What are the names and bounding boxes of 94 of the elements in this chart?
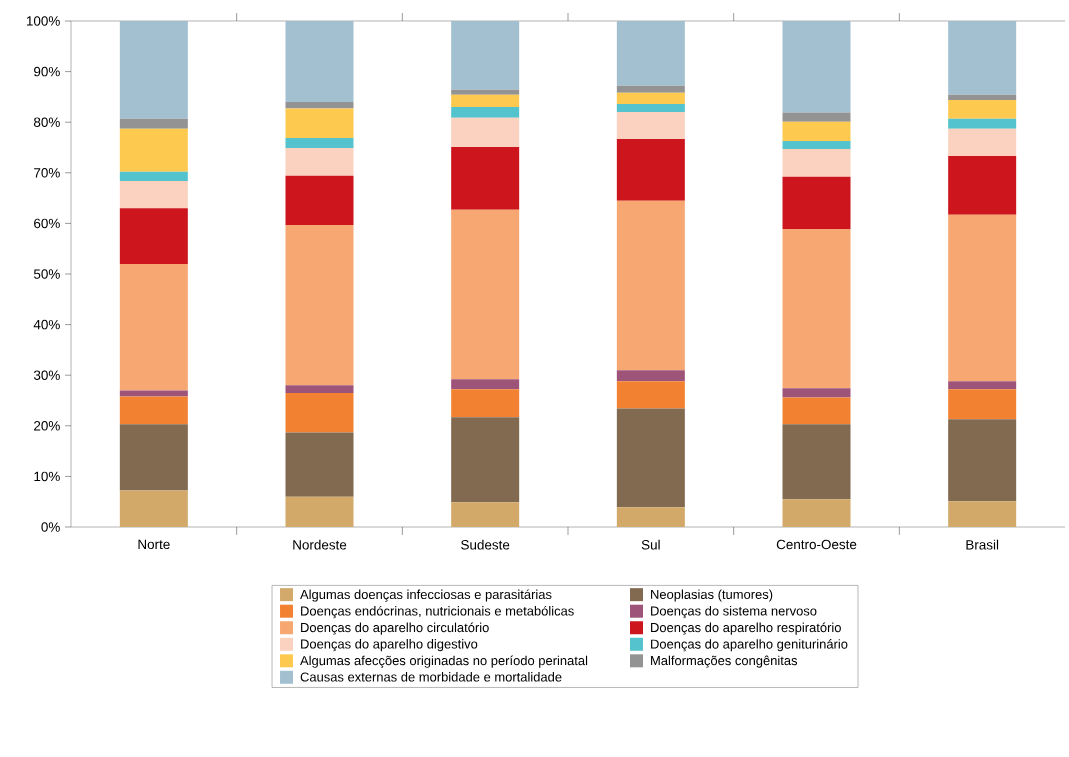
- bar: [616, 112, 685, 139]
- bar: [285, 148, 354, 176]
- bar: [782, 388, 851, 398]
- bar: [119, 390, 188, 397]
- bar: [119, 263, 188, 391]
- bar: [782, 20, 851, 113]
- bar: [119, 171, 188, 181]
- bar: [782, 228, 851, 389]
- bar: [948, 118, 1017, 129]
- y-tick-label: 0%: [41, 522, 60, 532]
- bar: [285, 496, 354, 527]
- x-tick-label: Centro-Oeste: [776, 539, 857, 550]
- bar: [451, 107, 520, 118]
- bar: [285, 432, 354, 497]
- bar: [119, 396, 188, 425]
- bar: [782, 140, 851, 150]
- bar: [782, 424, 851, 500]
- y-tick-label: 60%: [34, 218, 60, 229]
- bar: [451, 117, 520, 147]
- bar: [451, 209, 520, 380]
- bar: [616, 381, 685, 409]
- bar: [782, 121, 851, 141]
- bar: [948, 419, 1017, 502]
- legend-label: Doenças do aparelho digestivo: [301, 639, 478, 652]
- bar: [616, 370, 685, 382]
- bar: [451, 94, 520, 108]
- bar: [782, 176, 851, 229]
- bar: [285, 385, 354, 393]
- bar: [451, 502, 520, 527]
- bar: [616, 200, 685, 371]
- bar: [948, 94, 1017, 100]
- bar: [616, 92, 685, 104]
- y-tick-label: 90%: [34, 66, 60, 77]
- bar: [948, 501, 1017, 527]
- bar: [451, 379, 520, 390]
- legend-label: Causas externas de morbidade e mortalidade: [300, 672, 562, 682]
- bar: [616, 138, 685, 201]
- bar: [616, 408, 685, 508]
- bar: [948, 389, 1017, 420]
- x-tick-label: Brasil: [966, 539, 999, 550]
- legend-label: Doenças do aparelho geniturinário: [651, 639, 848, 652]
- y-tick-label: 10%: [34, 471, 60, 482]
- bar: [782, 112, 851, 122]
- bar: [451, 89, 520, 95]
- x-tick-label: Nordeste: [293, 539, 347, 550]
- y-tick-label: 80%: [33, 117, 60, 127]
- bar: [451, 417, 520, 503]
- legend-label: Doenças do sistema nervoso: [651, 606, 817, 619]
- y-tick-label: 100%: [26, 16, 60, 26]
- y-tick-label: 40%: [33, 319, 60, 330]
- bar: [948, 381, 1017, 390]
- bar: [119, 180, 188, 209]
- bar: [948, 20, 1017, 95]
- bar: [451, 146, 520, 210]
- bar: [285, 175, 354, 225]
- bar: [451, 20, 520, 90]
- bar: [285, 392, 354, 433]
- legend-label: Doenças do aparelho circulatório: [301, 622, 489, 635]
- legend-label: Algumas afecções originadas no período perinatal: [300, 655, 588, 668]
- bar: [782, 397, 851, 425]
- bar: [285, 108, 354, 138]
- bar: [285, 101, 354, 109]
- bar: [119, 128, 188, 172]
- bar: [948, 156, 1017, 215]
- bar: [119, 490, 188, 527]
- y-tick-label: 70%: [34, 168, 60, 178]
- bar: [285, 20, 354, 102]
- bar: [782, 499, 851, 527]
- bar: [285, 137, 354, 148]
- bar: [616, 507, 685, 527]
- bar: [948, 99, 1017, 119]
- bar: [616, 85, 685, 93]
- bar: [119, 424, 188, 491]
- bar: [948, 128, 1017, 157]
- legend-label: Malformações congênitas: [651, 655, 798, 668]
- legend-label: Doenças endócrinas, nutricionais e metabólicas: [301, 605, 574, 619]
- bar: [119, 208, 188, 264]
- y-tick-label: 30%: [33, 370, 60, 380]
- x-tick-label: Norte: [138, 539, 170, 550]
- y-tick-label: 50%: [33, 269, 60, 279]
- legend-label: Algumas doenças infecciosas e parasitárias: [300, 589, 552, 602]
- x-tick-label: Sul: [641, 539, 660, 550]
- x-tick-label: Sudeste: [461, 539, 510, 550]
- bar: [948, 214, 1017, 382]
- bar: [119, 118, 188, 129]
- y-tick-label: 20%: [34, 421, 60, 431]
- bar: [451, 389, 520, 418]
- bar: [616, 103, 685, 113]
- bar: [119, 20, 188, 119]
- bar: [782, 149, 851, 177]
- legend-label: Doenças do aparelho respiratório: [651, 622, 841, 635]
- bar: [285, 224, 354, 386]
- legend-label: Neoplasias (tumores): [651, 589, 773, 602]
- bar: [616, 20, 685, 86]
